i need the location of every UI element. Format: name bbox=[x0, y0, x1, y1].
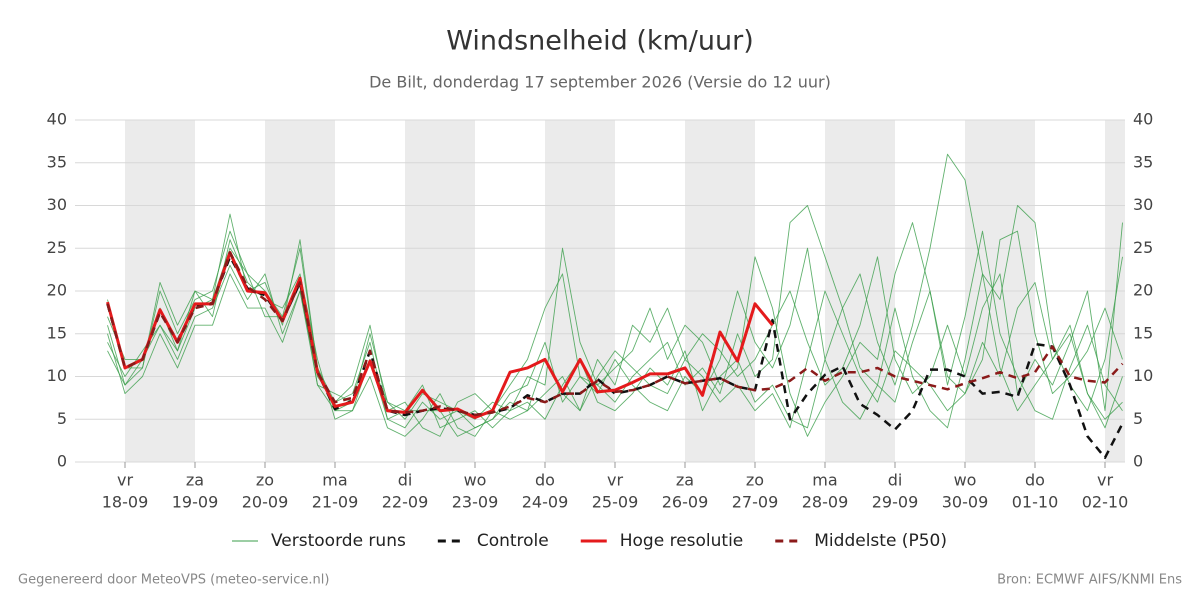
series-line bbox=[106, 251, 1124, 417]
x-tick-date: 27-09 bbox=[732, 493, 779, 512]
x-tick-date: 28-09 bbox=[802, 493, 849, 512]
legend-label: Verstoorde runs bbox=[271, 531, 406, 551]
x-tick-date: 29-09 bbox=[872, 493, 919, 512]
y-tick-label: 40 bbox=[47, 110, 67, 129]
x-tick-day: za bbox=[186, 471, 204, 490]
y2-tick-label: 10 bbox=[1133, 366, 1153, 385]
x-tick-date: 24-09 bbox=[522, 493, 569, 512]
x-tick-day: di bbox=[398, 471, 413, 490]
x-tick-day: vr bbox=[117, 471, 133, 490]
y-tick-label: 15 bbox=[47, 323, 67, 342]
x-tick-day: do bbox=[1025, 471, 1045, 490]
chart-title: Windsnelheid (km/uur) bbox=[446, 26, 754, 57]
chart-subtitle: De Bilt, donderdag 17 september 2026 (Ve… bbox=[369, 73, 831, 92]
x-tick-day: vr bbox=[1097, 471, 1113, 490]
y-tick-label: 35 bbox=[47, 152, 67, 171]
y-tick-label: 10 bbox=[47, 366, 67, 385]
y2-tick-label: 35 bbox=[1133, 152, 1153, 171]
y2-tick-label: 30 bbox=[1133, 195, 1153, 214]
footer-left: Gegenereerd door MeteoVPS (meteo-service… bbox=[18, 573, 329, 588]
x-tick-day: ma bbox=[812, 471, 837, 490]
x-tick-date: 25-09 bbox=[592, 493, 639, 512]
x-tick-date: 01-10 bbox=[1012, 493, 1059, 512]
y2-tick-label: 20 bbox=[1133, 281, 1153, 300]
x-tick-day: za bbox=[676, 471, 694, 490]
x-tick-day: di bbox=[888, 471, 903, 490]
legend-label: Controle bbox=[477, 531, 549, 551]
y2-tick-label: 25 bbox=[1133, 238, 1153, 257]
y2-tick-label: 40 bbox=[1133, 110, 1153, 129]
x-tick-date: 18-09 bbox=[102, 493, 149, 512]
x-tick-day: ma bbox=[322, 471, 347, 490]
x-tick-day: zo bbox=[746, 471, 764, 490]
x-tick-date: 02-10 bbox=[1082, 493, 1129, 512]
x-tick-day: do bbox=[535, 471, 555, 490]
y2-tick-label: 0 bbox=[1133, 452, 1143, 471]
x-tick-day: wo bbox=[464, 471, 487, 490]
y-tick-label: 25 bbox=[47, 238, 67, 257]
x-tick-day: wo bbox=[954, 471, 977, 490]
y-tick-label: 5 bbox=[57, 409, 67, 428]
x-tick-day: zo bbox=[256, 471, 274, 490]
y-tick-label: 0 bbox=[57, 452, 67, 471]
x-tick-day: vr bbox=[607, 471, 623, 490]
y2-tick-label: 5 bbox=[1133, 409, 1143, 428]
x-tick-date: 22-09 bbox=[382, 493, 429, 512]
y-tick-label: 20 bbox=[47, 281, 67, 300]
legend-label: Hoge resolutie bbox=[620, 531, 744, 551]
legend-label: Middelste (P50) bbox=[814, 531, 947, 551]
x-tick-date: 19-09 bbox=[172, 493, 219, 512]
y-tick-label: 30 bbox=[47, 195, 67, 214]
ensemble-line bbox=[107, 273, 1123, 437]
y2-tick-label: 15 bbox=[1133, 323, 1153, 342]
x-tick-date: 23-09 bbox=[452, 493, 499, 512]
x-tick-date: 30-09 bbox=[942, 493, 989, 512]
x-tick-date: 20-09 bbox=[242, 493, 289, 512]
ensemble-line bbox=[107, 205, 1123, 429]
footer-right: Bron: ECMWF AIFS/KNMI Ens bbox=[997, 573, 1182, 588]
x-tick-date: 21-09 bbox=[312, 493, 359, 512]
ensemble-line bbox=[107, 222, 1123, 437]
x-tick-date: 26-09 bbox=[662, 493, 709, 512]
